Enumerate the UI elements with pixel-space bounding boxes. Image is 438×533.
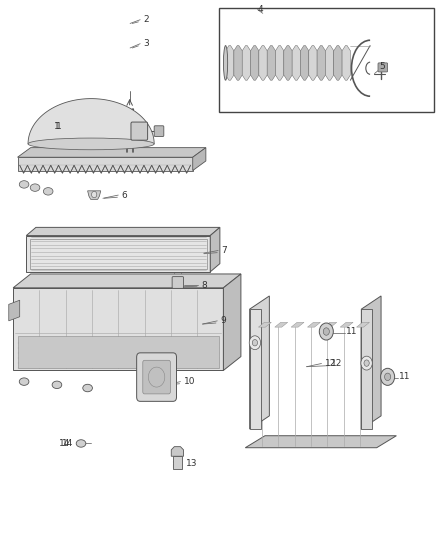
Text: 1: 1 — [56, 122, 61, 131]
Polygon shape — [292, 46, 300, 80]
Text: 12: 12 — [331, 359, 342, 368]
Polygon shape — [26, 236, 210, 272]
Text: 2: 2 — [144, 15, 149, 24]
Polygon shape — [242, 46, 251, 80]
Text: 3: 3 — [144, 39, 149, 48]
Ellipse shape — [19, 378, 29, 385]
Ellipse shape — [83, 384, 92, 392]
Circle shape — [252, 340, 258, 346]
Polygon shape — [226, 46, 234, 80]
Text: 12: 12 — [325, 359, 336, 368]
Bar — [173, 456, 182, 469]
Polygon shape — [26, 228, 220, 236]
Text: 4: 4 — [258, 5, 263, 14]
Polygon shape — [361, 296, 381, 429]
Polygon shape — [258, 322, 271, 327]
Polygon shape — [18, 148, 206, 157]
Bar — [30, 239, 207, 269]
Circle shape — [92, 191, 97, 198]
Ellipse shape — [28, 138, 154, 150]
Text: 14: 14 — [59, 439, 70, 448]
Polygon shape — [300, 46, 309, 80]
Circle shape — [364, 360, 369, 366]
Circle shape — [385, 373, 391, 381]
Polygon shape — [325, 46, 334, 80]
FancyBboxPatch shape — [172, 277, 184, 288]
Polygon shape — [276, 46, 284, 80]
Polygon shape — [13, 288, 223, 370]
Text: 13: 13 — [186, 459, 197, 468]
FancyBboxPatch shape — [143, 360, 170, 394]
Polygon shape — [275, 322, 288, 327]
Ellipse shape — [19, 181, 29, 188]
Polygon shape — [245, 436, 396, 448]
Polygon shape — [251, 46, 259, 80]
Polygon shape — [250, 309, 261, 429]
Ellipse shape — [43, 188, 53, 195]
FancyBboxPatch shape — [131, 122, 148, 140]
Circle shape — [249, 336, 261, 350]
Polygon shape — [357, 322, 370, 327]
Polygon shape — [324, 322, 337, 327]
Polygon shape — [307, 322, 320, 327]
Polygon shape — [171, 447, 184, 456]
Text: 9: 9 — [221, 317, 226, 325]
Polygon shape — [88, 191, 101, 199]
Polygon shape — [18, 157, 193, 171]
Ellipse shape — [76, 440, 86, 447]
Text: 1: 1 — [54, 122, 60, 131]
Polygon shape — [334, 46, 342, 80]
Polygon shape — [210, 228, 220, 272]
Polygon shape — [291, 322, 304, 327]
Polygon shape — [250, 296, 269, 429]
Polygon shape — [309, 46, 317, 80]
Polygon shape — [340, 322, 353, 327]
Polygon shape — [223, 274, 241, 370]
Text: 6: 6 — [122, 191, 127, 199]
Polygon shape — [18, 336, 219, 368]
Polygon shape — [284, 46, 292, 80]
Text: 10: 10 — [184, 377, 195, 386]
Text: 11: 11 — [346, 327, 357, 336]
Circle shape — [319, 323, 333, 340]
Ellipse shape — [52, 381, 62, 389]
FancyBboxPatch shape — [378, 63, 388, 72]
Polygon shape — [267, 46, 276, 80]
Polygon shape — [193, 148, 206, 171]
Polygon shape — [234, 46, 242, 80]
Polygon shape — [259, 46, 267, 80]
Polygon shape — [317, 46, 325, 80]
Polygon shape — [9, 300, 20, 321]
Text: 14: 14 — [62, 439, 73, 448]
Text: 11: 11 — [399, 373, 410, 381]
Circle shape — [381, 368, 395, 385]
Polygon shape — [361, 309, 372, 429]
Circle shape — [361, 356, 372, 370]
Ellipse shape — [30, 184, 40, 191]
FancyBboxPatch shape — [137, 353, 177, 401]
Ellipse shape — [223, 46, 228, 80]
Bar — [219, 8, 434, 112]
Text: 8: 8 — [201, 281, 207, 289]
FancyBboxPatch shape — [154, 126, 164, 136]
Polygon shape — [28, 99, 154, 144]
Circle shape — [323, 328, 329, 335]
Text: 5: 5 — [380, 62, 385, 71]
Polygon shape — [342, 46, 350, 80]
Polygon shape — [13, 274, 241, 288]
Text: 7: 7 — [222, 246, 227, 255]
